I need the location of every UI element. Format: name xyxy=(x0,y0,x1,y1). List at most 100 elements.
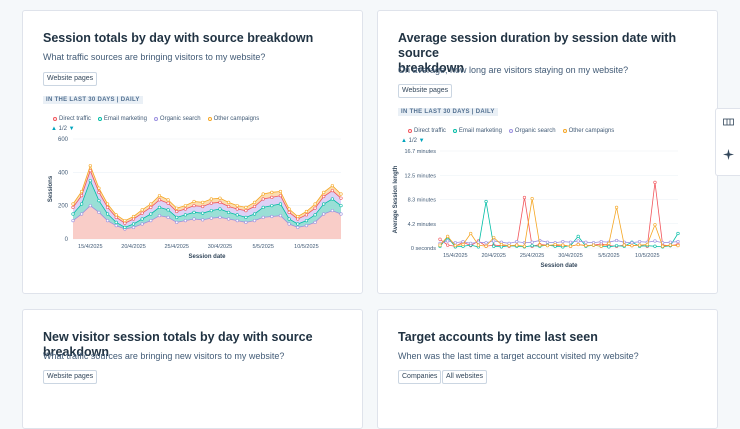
legend-other-campaigns[interactable]: Other campaigns xyxy=(207,116,259,122)
point-email-marketing xyxy=(252,212,257,216)
point-other-campaigns xyxy=(80,189,84,194)
point-other-campaigns xyxy=(287,207,291,211)
grid-icon[interactable] xyxy=(722,117,734,129)
legend-pager[interactable]: ▲ 1/2 ▼ xyxy=(51,126,75,132)
point-direct-traffic xyxy=(653,180,657,184)
point-other-campaigns xyxy=(140,208,144,212)
point-organic-search xyxy=(183,219,187,223)
point-organic-search xyxy=(97,210,101,214)
point-organic-search xyxy=(71,219,75,223)
legend-email-marketing[interactable]: Email marketing xyxy=(97,116,147,122)
point-other-campaigns xyxy=(438,243,442,247)
pager-down-icon[interactable]: ▼ xyxy=(68,126,75,132)
point-email-marketing xyxy=(201,211,205,215)
point-organic-search xyxy=(278,214,283,218)
point-other-campaigns xyxy=(227,200,231,204)
all-websites-tag[interactable]: All websites xyxy=(442,370,487,384)
point-organic-search xyxy=(261,215,265,219)
legend-organic-search[interactable]: Organic search xyxy=(508,128,556,134)
point-email-marketing xyxy=(339,204,343,208)
point-organic-search xyxy=(149,219,153,223)
point-email-marketing xyxy=(157,205,162,209)
point-direct-traffic xyxy=(304,213,309,217)
point-email-marketing xyxy=(71,212,75,216)
point-direct-traffic xyxy=(287,210,291,214)
legend-organic-search[interactable]: Organic search xyxy=(153,116,201,122)
point-other-campaigns xyxy=(270,190,274,194)
point-other-campaigns xyxy=(183,204,187,208)
point-organic-search xyxy=(653,239,657,243)
legend-email-marketing[interactable]: Email marketing xyxy=(452,128,502,134)
point-other-campaigns xyxy=(235,204,239,208)
website-pages-tag[interactable]: Website pages xyxy=(398,84,453,98)
point-email-marketing xyxy=(313,213,317,217)
point-other-campaigns xyxy=(469,231,473,236)
chart-legend: Direct traffic Email marketing Organic s… xyxy=(408,128,614,134)
session-duration-line-chart[interactable]: 16.7 minutes 12.5 minutes 8.3 minutes 4.2 m… xyxy=(388,147,708,275)
new-visitor-sessions-card[interactable]: New visitor session totals by day with s… xyxy=(22,309,363,429)
website-pages-tag[interactable]: Website pages xyxy=(43,370,98,384)
point-email-marketing xyxy=(322,202,326,206)
card-title: Average session duration by session date… xyxy=(398,31,677,75)
legend-direct-traffic[interactable]: Direct traffic xyxy=(408,128,446,134)
website-pages-tag[interactable]: Website pages xyxy=(43,72,98,86)
point-other-campaigns xyxy=(676,244,680,248)
point-organic-search xyxy=(235,219,239,223)
point-organic-search xyxy=(484,241,488,245)
point-direct-traffic xyxy=(227,204,231,209)
point-other-campaigns xyxy=(339,192,343,196)
point-direct-traffic xyxy=(252,204,257,209)
point-organic-search xyxy=(201,218,205,222)
point-organic-search xyxy=(166,215,170,219)
point-organic-search xyxy=(576,239,580,243)
x-axis-label: Session date xyxy=(188,254,226,260)
point-organic-search xyxy=(630,241,634,245)
point-organic-search xyxy=(461,240,465,244)
point-other-campaigns xyxy=(591,243,596,247)
pager-up-icon[interactable]: ▲ xyxy=(401,138,407,144)
point-email-marketing xyxy=(330,197,334,201)
pager-up-icon[interactable]: ▲ xyxy=(51,126,57,132)
point-email-marketing xyxy=(183,213,187,217)
side-toolbar xyxy=(715,108,740,176)
point-other-campaigns xyxy=(278,189,283,194)
point-other-campaigns xyxy=(71,202,75,206)
point-direct-traffic xyxy=(105,205,110,209)
point-other-campaigns xyxy=(515,243,519,247)
point-other-campaigns xyxy=(149,202,153,206)
point-other-campaigns xyxy=(476,243,480,247)
companies-tag[interactable]: Companies xyxy=(398,370,442,384)
point-direct-traffic xyxy=(166,201,170,205)
line-direct-traffic xyxy=(439,182,679,247)
pager-down-icon[interactable]: ▼ xyxy=(418,138,425,144)
point-other-campaigns xyxy=(330,184,334,188)
point-other-campaigns xyxy=(545,244,550,248)
point-email-marketing xyxy=(492,244,496,248)
point-other-campaigns xyxy=(622,243,626,247)
card-title: New visitor session totals by day with s… xyxy=(43,330,313,359)
legend-pager[interactable]: ▲ 1/2 ▼ xyxy=(401,138,425,144)
point-organic-search xyxy=(515,240,519,244)
point-organic-search xyxy=(453,241,457,245)
legend-direct-traffic[interactable]: Direct traffic xyxy=(53,116,91,122)
legend-other-campaigns[interactable]: Other campaigns xyxy=(562,128,614,134)
point-direct-traffic xyxy=(71,205,75,209)
sessions-area-chart[interactable]: 600 400 200 0 15/4/2025 20/4/2025 25/4/2025 30/… xyxy=(33,135,353,275)
average-session-duration-card[interactable]: Average session duration by session date… xyxy=(377,10,718,294)
x-tick-label: 25/4/2025 xyxy=(165,244,189,250)
point-organic-search xyxy=(114,224,118,228)
point-organic-search xyxy=(80,212,84,216)
point-email-marketing xyxy=(614,244,619,248)
sparkle-icon[interactable] xyxy=(722,149,734,161)
point-organic-search xyxy=(140,222,144,226)
point-other-campaigns xyxy=(553,242,557,247)
point-other-campaigns xyxy=(522,244,527,248)
session-totals-card[interactable]: Session totals by day with source breakd… xyxy=(22,10,363,294)
y-axis-label: Sessions xyxy=(48,175,54,202)
point-other-campaigns xyxy=(313,202,317,206)
point-other-campaigns xyxy=(261,192,265,196)
point-direct-traffic xyxy=(149,205,153,209)
target-accounts-card[interactable]: Target accounts by time last seen When w… xyxy=(377,309,718,429)
card-description: When was the last time a target account … xyxy=(398,351,639,361)
point-organic-search xyxy=(270,214,274,219)
